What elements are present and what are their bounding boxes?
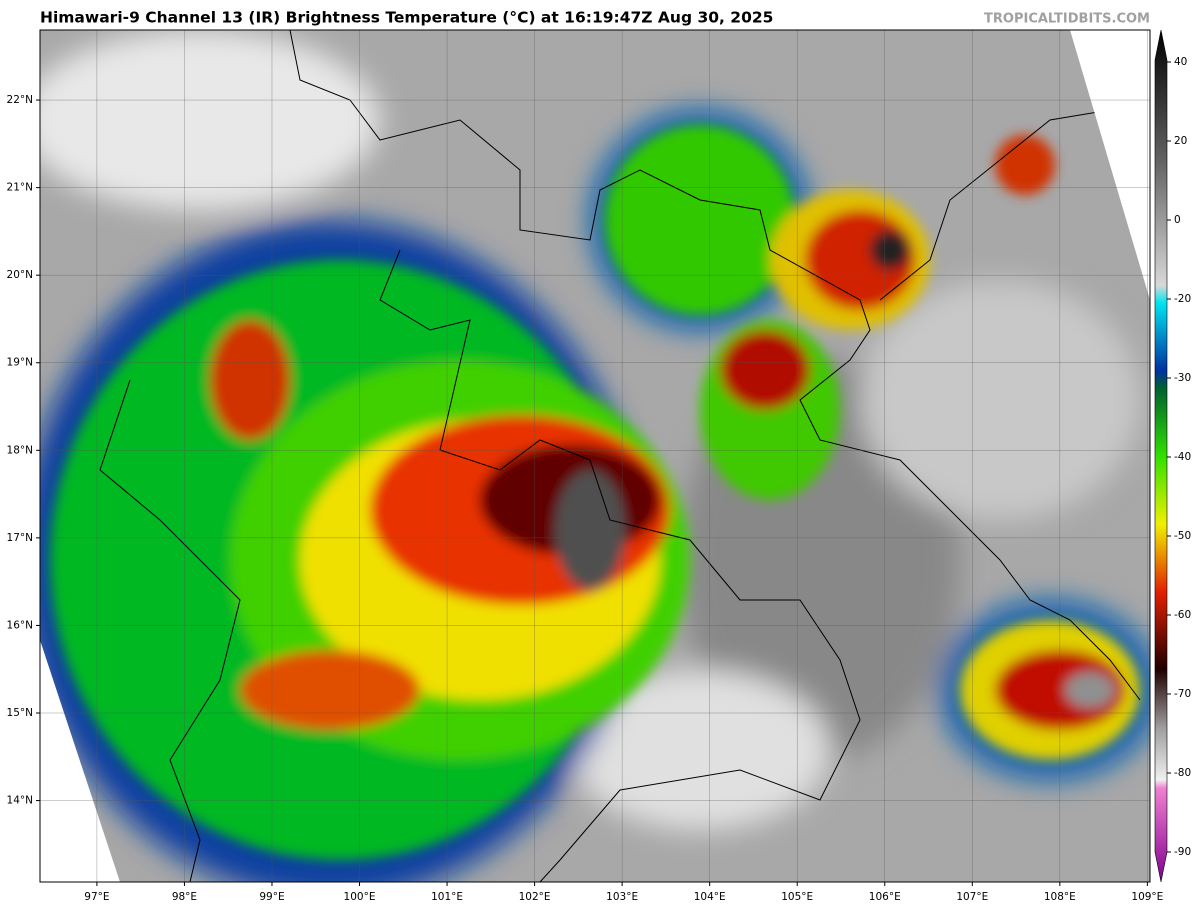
lat-label: 14°N (7, 795, 33, 807)
colorbar-label: -70 (1174, 688, 1191, 700)
title: Himawari-9 Channel 13 (IR) Brightness Te… (40, 9, 773, 27)
colorbar-label: 40 (1174, 56, 1187, 68)
lon-label: 102°E (519, 891, 551, 903)
lat-label: 20°N (7, 269, 33, 281)
colorbar-label: -60 (1174, 609, 1191, 621)
lon-label: 97°E (84, 891, 109, 903)
colorbar-label: -90 (1174, 846, 1191, 858)
lat-label: 22°N (7, 94, 33, 106)
colorbar-label: 20 (1174, 135, 1187, 147)
lon-label: 103°E (606, 891, 638, 903)
lon-label: 101°E (431, 891, 463, 903)
lat-label: 15°N (7, 707, 33, 719)
colorbar-label: -20 (1174, 293, 1191, 305)
lat-label: 21°N (7, 182, 33, 194)
lon-label: 105°E (781, 891, 813, 903)
map-frame (39, 29, 1151, 883)
lat-label: 17°N (7, 532, 33, 544)
colorbar-label: -40 (1174, 451, 1191, 463)
lon-label: 98°E (172, 891, 197, 903)
lon-label: 106°E (869, 891, 901, 903)
lon-label: 109°E (1131, 891, 1163, 903)
lat-label: 18°N (7, 444, 33, 456)
imagery (40, 30, 1150, 882)
lat-label: 16°N (7, 619, 33, 631)
colorbar (1154, 29, 1168, 883)
graticule (40, 30, 1150, 882)
colorbar-label: -30 (1174, 372, 1191, 384)
lon-label: 108°E (1044, 891, 1076, 903)
credit: TROPICALTIDBITS.COM (984, 12, 1150, 27)
colorbar-label: -80 (1174, 767, 1191, 779)
lon-label: 104°E (694, 891, 726, 903)
colorbar-label: 0 (1174, 214, 1181, 226)
lat-label: 19°N (7, 357, 33, 369)
lon-label: 100°E (344, 891, 376, 903)
lon-label: 99°E (259, 891, 284, 903)
colorbar-label: -50 (1174, 530, 1191, 542)
lon-label: 107°E (956, 891, 988, 903)
